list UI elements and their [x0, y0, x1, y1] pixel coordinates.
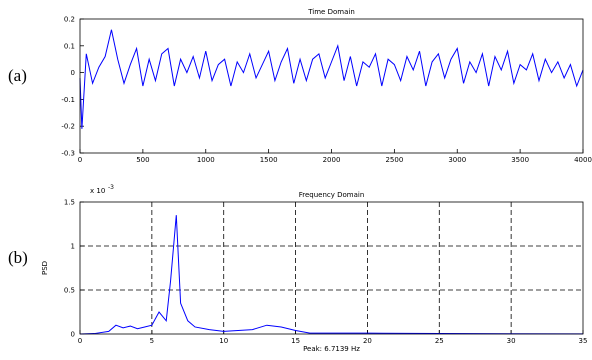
y-tick-label: 0.5	[64, 287, 75, 295]
x-tick-label: 3000	[448, 156, 466, 164]
x-tick-label: 5	[150, 337, 154, 345]
axes-frame	[79, 18, 584, 154]
x-tick-label: 1000	[197, 156, 215, 164]
y-tick-label: 1.5	[64, 199, 75, 207]
x-tick-label: 25	[435, 337, 444, 345]
x-tick-label: 3500	[511, 156, 529, 164]
x-tick-label: 35	[579, 337, 588, 345]
chart-title: Time Domain	[307, 8, 355, 16]
x-tick-label: 2000	[323, 156, 341, 164]
x-axis-label: Peak: 6.7139 Hz	[303, 345, 360, 353]
axes-frame	[79, 201, 584, 335]
panel-label: (b)	[8, 248, 28, 267]
y-tick-label: -0.3	[61, 150, 75, 158]
y-tick-label: 0.2	[64, 16, 75, 24]
scale-exponent: -3	[108, 184, 114, 191]
x-tick-label: 0	[78, 337, 82, 345]
panel-label: (a)	[8, 66, 27, 85]
x-tick-label: 500	[136, 156, 149, 164]
x-tick-label: 15	[291, 337, 300, 345]
x-tick-label: 1500	[260, 156, 278, 164]
y-tick-label: 0	[71, 69, 75, 77]
signal-line	[79, 215, 584, 335]
y-axis-label: PSD	[41, 261, 49, 275]
signal-line	[79, 29, 584, 129]
plot-area	[80, 19, 583, 153]
x-tick-label: 10	[219, 337, 228, 345]
y-tick-label: -0.1	[61, 96, 75, 104]
x-tick-label: 4000	[574, 156, 592, 164]
x-tick-label: 0	[78, 156, 82, 164]
y-tick-label: 0.1	[64, 42, 75, 50]
x-tick-label: 20	[363, 337, 372, 345]
y-tick-label: -0.2	[61, 123, 75, 131]
x-tick-label: 30	[507, 337, 516, 345]
chart-title: Frequency Domain	[299, 191, 365, 199]
plot-area	[80, 202, 583, 334]
x-tick-label: 2500	[385, 156, 403, 164]
y-tick-label: 0	[71, 331, 75, 339]
scale-text: x 10	[90, 187, 105, 195]
y-tick-label: 1	[71, 243, 75, 251]
